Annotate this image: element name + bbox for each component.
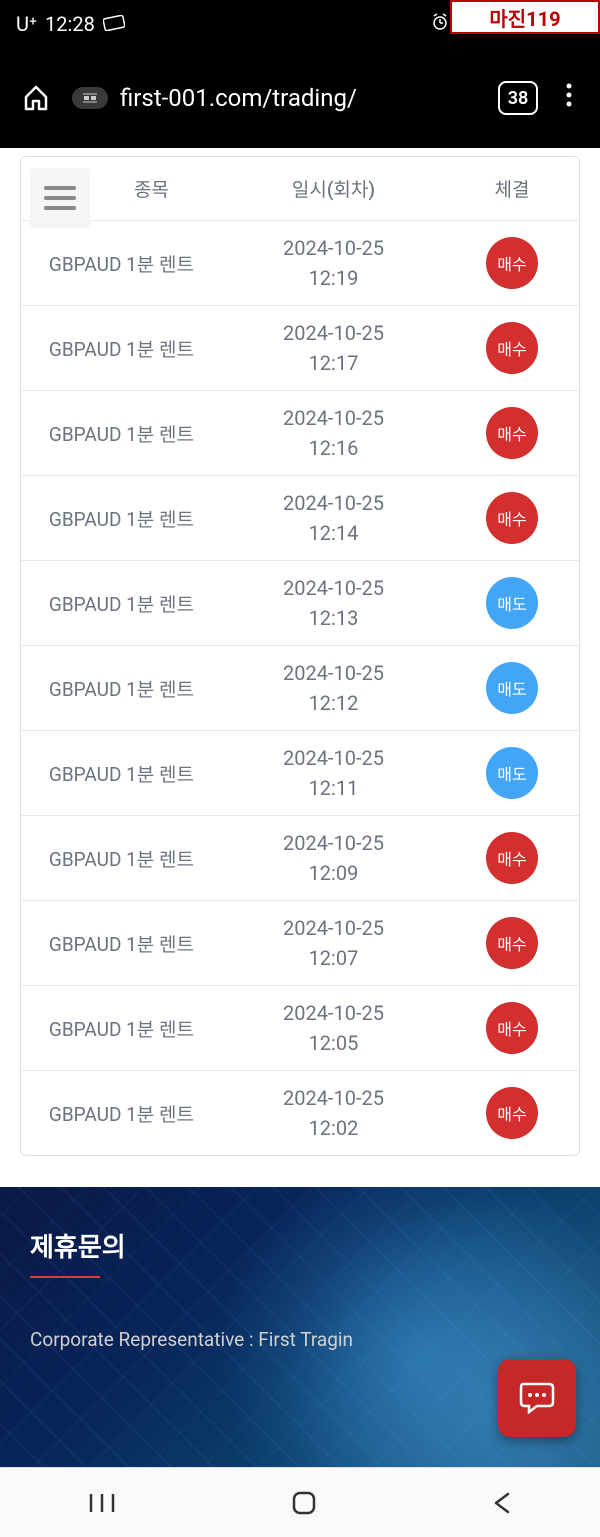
buy-badge: 매수	[486, 492, 538, 544]
footer: 제휴문의 Corporate Representative : First Tr…	[0, 1187, 600, 1467]
alarm-icon	[431, 13, 449, 36]
browser-bar: first-001.com/trading/ 38	[0, 48, 600, 148]
row-action: 매수	[445, 1002, 579, 1054]
home-button[interactable]	[20, 82, 52, 114]
page-content: 종목 일시(회차) 체결 GBPAUD 1분 렌트2024-10-2512:19…	[0, 148, 600, 1187]
table-row[interactable]: GBPAUD 1분 렌트2024-10-2512:11 매도	[21, 730, 579, 815]
chat-button[interactable]	[498, 1359, 576, 1437]
buy-badge: 매수	[486, 322, 538, 374]
row-instrument: GBPAUD 1분 렌트	[21, 675, 222, 702]
row-datetime: 2024-10-2512:13	[222, 573, 445, 633]
trading-table: 종목 일시(회차) 체결 GBPAUD 1분 렌트2024-10-2512:19…	[20, 156, 580, 1156]
row-datetime: 2024-10-2512:17	[222, 318, 445, 378]
url-text: first-001.com/trading/	[120, 84, 357, 112]
nav-home[interactable]	[291, 1490, 317, 1516]
table-row[interactable]: GBPAUD 1분 렌트2024-10-2512:00매수	[21, 1155, 579, 1156]
row-action: 매수	[445, 1087, 579, 1139]
row-action: 매수	[445, 322, 579, 374]
row-action: 매수	[445, 832, 579, 884]
row-instrument: GBPAUD 1분 렌트	[21, 760, 222, 787]
buy-badge: 매수	[486, 1002, 538, 1054]
footer-text: Corporate Representative : First Tragin	[30, 1328, 570, 1351]
row-action: 매도	[445, 577, 579, 629]
row-datetime: 2024-10-2512:14	[222, 488, 445, 548]
site-settings-icon[interactable]	[72, 87, 108, 109]
header-datetime: 일시(회차)	[222, 175, 445, 202]
row-datetime: 2024-10-2512:16	[222, 403, 445, 463]
row-action: 매수	[445, 917, 579, 969]
row-instrument: GBPAUD 1분 렌트	[21, 335, 222, 362]
row-datetime: 2024-10-2512:07	[222, 913, 445, 973]
header-action: 체결	[445, 175, 579, 202]
ticket-icon	[103, 12, 125, 36]
android-nav-bar	[0, 1467, 600, 1537]
table-header-row: 종목 일시(회차) 체결	[21, 157, 579, 220]
row-instrument: GBPAUD 1분 렌트	[21, 1015, 222, 1042]
row-action: 매수	[445, 492, 579, 544]
row-datetime: 2024-10-2512:12	[222, 658, 445, 718]
hamburger-menu[interactable]	[30, 168, 90, 228]
row-instrument: GBPAUD 1분 렌트	[21, 420, 222, 447]
table-row[interactable]: GBPAUD 1분 렌트2024-10-2512:13 매도	[21, 560, 579, 645]
row-instrument: GBPAUD 1분 렌트	[21, 1100, 222, 1127]
row-action: 매도	[445, 662, 579, 714]
table-row[interactable]: GBPAUD 1분 렌트2024-10-2512:19 매수	[21, 220, 579, 305]
buy-badge: 매수	[486, 237, 538, 289]
table-row[interactable]: GBPAUD 1분 렌트2024-10-2512:02 매수	[21, 1070, 579, 1155]
row-datetime: 2024-10-2512:09	[222, 828, 445, 888]
watermark-badge: 마진119	[450, 0, 600, 34]
table-row[interactable]: GBPAUD 1분 렌트2024-10-2512:14 매수	[21, 475, 579, 560]
row-datetime: 2024-10-2512:19	[222, 233, 445, 293]
nav-back[interactable]	[492, 1491, 512, 1515]
row-datetime: 2024-10-2512:02	[222, 1083, 445, 1143]
row-instrument: GBPAUD 1분 렌트	[21, 845, 222, 872]
tab-switcher[interactable]: 38	[498, 81, 538, 115]
nav-recent[interactable]	[88, 1491, 116, 1515]
row-instrument: GBPAUD 1분 렌트	[21, 590, 222, 617]
carrier-label: U⁺	[16, 12, 37, 36]
table-row[interactable]: GBPAUD 1분 렌트2024-10-2512:05 매수	[21, 985, 579, 1070]
table-row[interactable]: GBPAUD 1분 렌트2024-10-2512:12 매도	[21, 645, 579, 730]
sell-badge: 매도	[486, 747, 538, 799]
row-action: 매수	[445, 237, 579, 289]
buy-badge: 매수	[486, 1087, 538, 1139]
table-row[interactable]: GBPAUD 1분 렌트2024-10-2512:16 매수	[21, 390, 579, 475]
table-row[interactable]: GBPAUD 1분 렌트2024-10-2512:07 매수	[21, 900, 579, 985]
footer-underline	[30, 1276, 100, 1278]
row-instrument: GBPAUD 1분 렌트	[21, 250, 222, 277]
row-instrument: GBPAUD 1분 렌트	[21, 505, 222, 532]
url-bar[interactable]: first-001.com/trading/	[72, 84, 478, 112]
row-instrument: GBPAUD 1분 렌트	[21, 930, 222, 957]
buy-badge: 매수	[486, 917, 538, 969]
footer-title: 제휴문의	[30, 1227, 570, 1264]
status-time: 12:28	[45, 12, 95, 36]
table-body: GBPAUD 1분 렌트2024-10-2512:19매수GBPAUD 1분 렌…	[21, 220, 579, 1156]
browser-menu[interactable]	[558, 83, 580, 113]
table-row[interactable]: GBPAUD 1분 렌트2024-10-2512:09 매수	[21, 815, 579, 900]
row-datetime: 2024-10-2512:05	[222, 998, 445, 1058]
sell-badge: 매도	[486, 577, 538, 629]
row-action: 매도	[445, 747, 579, 799]
table-row[interactable]: GBPAUD 1분 렌트2024-10-2512:17 매수	[21, 305, 579, 390]
sell-badge: 매도	[486, 662, 538, 714]
buy-badge: 매수	[486, 832, 538, 884]
buy-badge: 매수	[486, 407, 538, 459]
row-datetime: 2024-10-2512:11	[222, 743, 445, 803]
row-action: 매수	[445, 407, 579, 459]
